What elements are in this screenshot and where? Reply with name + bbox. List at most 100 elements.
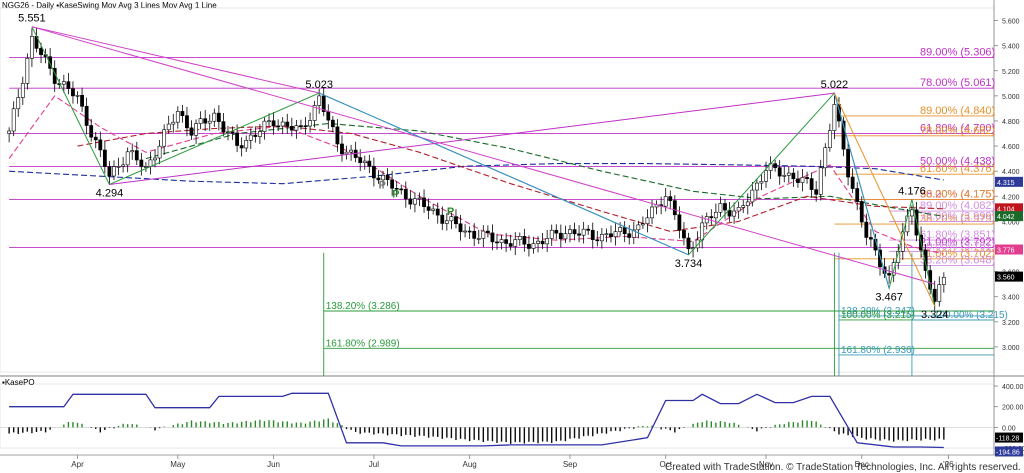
candle-body bbox=[449, 216, 454, 222]
candle-body bbox=[7, 130, 12, 134]
candle-body bbox=[326, 111, 331, 121]
candle-body bbox=[841, 120, 846, 150]
fib-level-label: 89.00% (5.306) bbox=[920, 46, 995, 58]
candle-body bbox=[631, 229, 636, 238]
candle-body bbox=[777, 167, 782, 177]
candle-body bbox=[727, 209, 732, 217]
candle-body bbox=[216, 112, 221, 122]
price-tick-label: 4.200 bbox=[1002, 194, 1020, 201]
candle-body bbox=[581, 228, 586, 236]
candle-body bbox=[153, 157, 157, 161]
time-tick-label: Jul bbox=[369, 460, 379, 469]
candle-body bbox=[203, 118, 208, 124]
candle-body bbox=[937, 284, 942, 302]
candle-body bbox=[280, 121, 285, 127]
candle-body bbox=[682, 230, 686, 239]
candle-body bbox=[157, 145, 162, 159]
candle-body bbox=[472, 230, 477, 239]
fib-level-label: 89.00% (4.840) bbox=[920, 105, 995, 117]
candle-body bbox=[463, 230, 467, 233]
price-badge-label: 3.776 bbox=[997, 247, 1015, 254]
candle-body bbox=[312, 105, 317, 121]
candle-body bbox=[549, 229, 554, 239]
candle-body bbox=[422, 197, 426, 208]
indicator-badge-box bbox=[995, 446, 1023, 457]
candle-body bbox=[30, 36, 34, 59]
candle-body bbox=[371, 166, 376, 179]
price-badge-box bbox=[995, 244, 1023, 255]
candle-body bbox=[517, 236, 522, 240]
fib-level-label: 50.00% (3.761) bbox=[920, 240, 995, 252]
swing-label: 5.023 bbox=[305, 79, 333, 91]
candle-body bbox=[185, 115, 189, 129]
candle-body bbox=[148, 159, 153, 167]
candle-body bbox=[827, 130, 832, 149]
time-tick-label: May bbox=[170, 460, 185, 469]
candle-body bbox=[207, 120, 212, 124]
candle-body bbox=[308, 120, 312, 127]
candle-body bbox=[20, 83, 25, 98]
candle-body bbox=[399, 188, 404, 191]
candle-body bbox=[586, 228, 591, 231]
candle-body bbox=[75, 95, 80, 97]
candle-body bbox=[850, 176, 855, 189]
candle-body bbox=[285, 121, 290, 127]
candle-body bbox=[672, 200, 677, 216]
candle-body bbox=[650, 206, 654, 219]
swing-line bbox=[833, 92, 936, 307]
candle-body bbox=[467, 230, 472, 233]
candle-body bbox=[604, 233, 609, 236]
candle-body bbox=[887, 273, 892, 276]
candle-body bbox=[864, 221, 869, 238]
candle-body bbox=[16, 97, 21, 110]
candle-body bbox=[932, 288, 937, 302]
candle-body bbox=[89, 125, 94, 138]
fib-level-label: 50.00% (4.438) bbox=[920, 155, 995, 167]
candle-body bbox=[627, 233, 632, 238]
candle-body bbox=[130, 150, 135, 153]
price-badge-box bbox=[995, 271, 1023, 282]
candle-body bbox=[144, 166, 148, 168]
price-badge-box bbox=[995, 176, 1023, 187]
candle-body bbox=[613, 231, 618, 238]
price-badge-box bbox=[995, 211, 1023, 222]
time-tick-label: Apr bbox=[71, 460, 84, 469]
candle-body bbox=[330, 119, 335, 128]
candle-body bbox=[846, 148, 850, 178]
candle-body bbox=[162, 129, 167, 147]
candle-body bbox=[855, 188, 860, 202]
candle-body bbox=[294, 125, 299, 131]
candle-body bbox=[504, 239, 509, 244]
candle-body bbox=[385, 174, 390, 181]
candle-body bbox=[84, 105, 89, 126]
fib-level-label: 78.00% (5.061) bbox=[920, 77, 995, 89]
candle-body bbox=[495, 241, 499, 244]
candle-body bbox=[367, 160, 372, 167]
candle-body bbox=[536, 240, 540, 244]
candle-body bbox=[276, 125, 281, 128]
candle-body bbox=[230, 131, 235, 134]
price-badge-label: 3.560 bbox=[997, 275, 1015, 282]
candle-body bbox=[910, 209, 914, 217]
candles bbox=[7, 27, 946, 311]
candle-body bbox=[198, 118, 203, 124]
candle-body bbox=[818, 167, 823, 195]
candle-body bbox=[568, 229, 572, 234]
swing-line bbox=[318, 92, 689, 256]
candle-body bbox=[25, 57, 30, 84]
candle-body bbox=[745, 201, 750, 206]
moving-average-line bbox=[9, 163, 944, 185]
fib-level-label: 21.00% (3.702) bbox=[920, 248, 995, 260]
candle-body bbox=[859, 201, 864, 223]
candle-body bbox=[349, 149, 353, 153]
candle-body bbox=[490, 232, 495, 243]
price-tick-label: 5.200 bbox=[1002, 69, 1020, 76]
candle-body bbox=[481, 230, 486, 239]
candle-body bbox=[713, 211, 718, 219]
indicator-tick-label: 200.00 bbox=[1002, 405, 1024, 412]
chart-header-title: NGG26 - Daily ▪KaseSwing Mov Avg 3 Lines… bbox=[2, 1, 217, 10]
candle-body bbox=[554, 229, 559, 234]
